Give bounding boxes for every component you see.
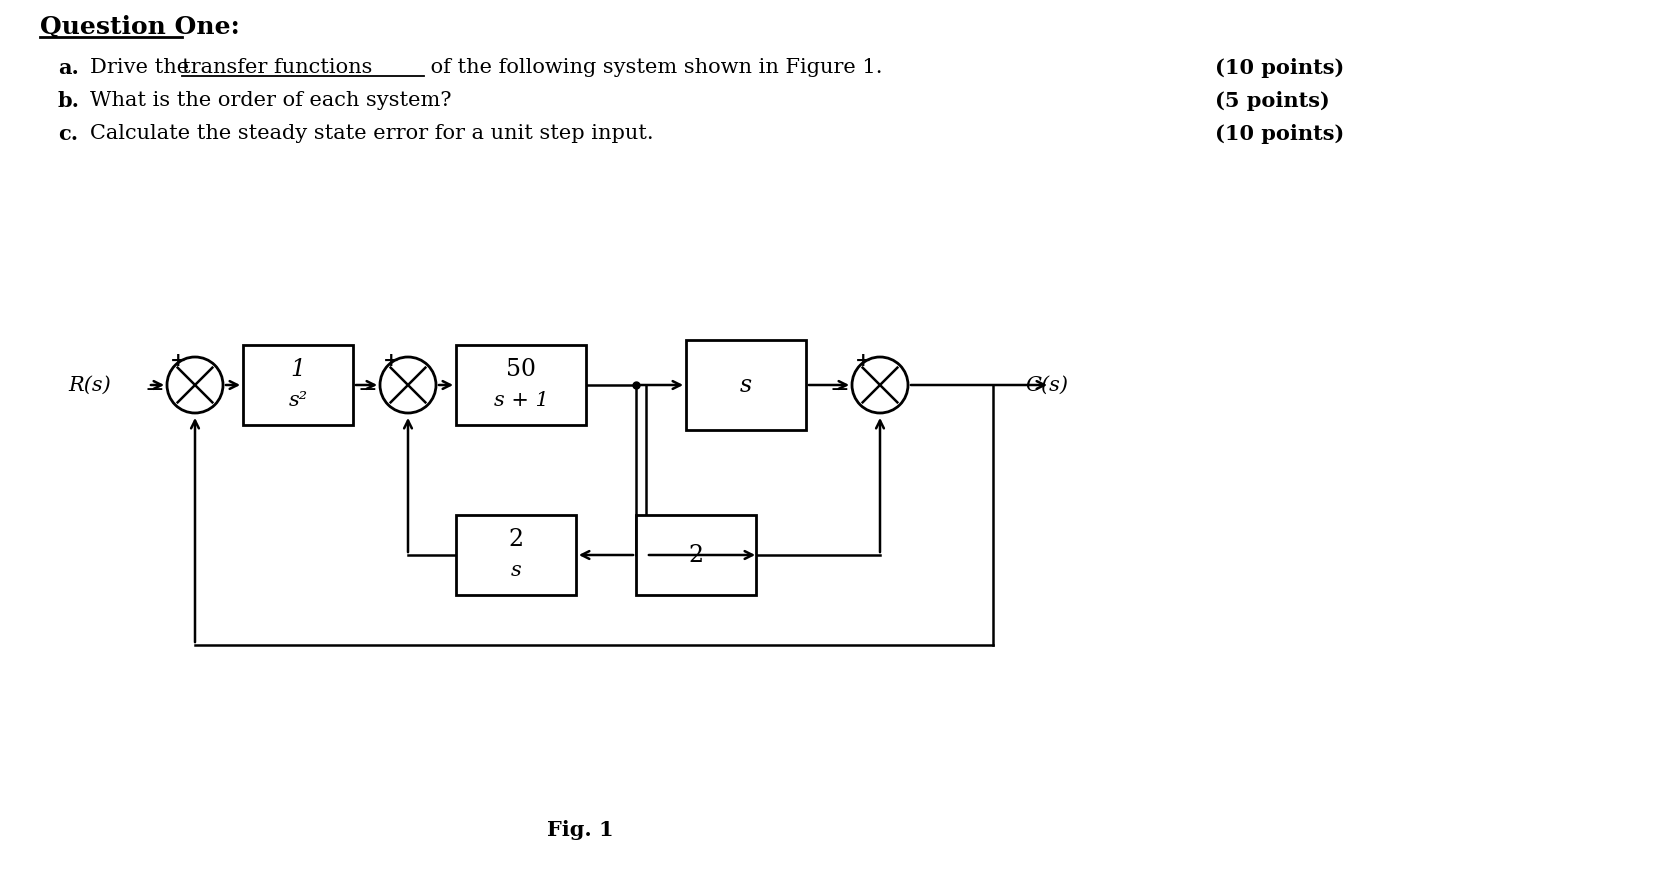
Text: +: +: [170, 352, 187, 370]
Bar: [457, 515, 577, 595]
Text: −: −: [828, 378, 849, 401]
Text: Fig. 1: Fig. 1: [547, 820, 613, 840]
Text: R(s): R(s): [68, 376, 110, 394]
Text: (10 points): (10 points): [1215, 124, 1344, 144]
Circle shape: [380, 357, 437, 413]
Text: C(s): C(s): [1025, 376, 1069, 394]
Text: 50: 50: [507, 358, 537, 381]
Text: +: +: [855, 352, 872, 370]
Text: 1: 1: [290, 358, 305, 381]
Circle shape: [852, 357, 909, 413]
Text: +: +: [383, 352, 400, 370]
Text: 2: 2: [688, 544, 703, 566]
Text: (5 points): (5 points): [1215, 91, 1330, 111]
Text: s: s: [740, 373, 752, 397]
Circle shape: [167, 357, 223, 413]
Text: s + 1: s + 1: [493, 391, 548, 410]
Text: c.: c.: [58, 124, 78, 144]
Bar: [243, 345, 353, 425]
Text: a.: a.: [58, 58, 78, 78]
Text: 2: 2: [508, 528, 523, 551]
Text: (10 points): (10 points): [1215, 58, 1344, 78]
Text: of the following system shown in Figure 1.: of the following system shown in Figure …: [423, 58, 882, 77]
Text: −: −: [357, 378, 377, 401]
Text: What is the order of each system?: What is the order of each system?: [90, 91, 452, 110]
Bar: [687, 340, 807, 430]
Text: s²: s²: [288, 391, 308, 410]
Text: transfer functions: transfer functions: [182, 58, 372, 77]
Text: Drive the: Drive the: [90, 58, 195, 77]
Bar: [457, 345, 587, 425]
Text: b.: b.: [58, 91, 80, 111]
Text: Calculate the steady state error for a unit step input.: Calculate the steady state error for a u…: [90, 124, 653, 143]
Text: −: −: [145, 378, 163, 401]
Text: s: s: [510, 561, 522, 580]
Text: Question One:: Question One:: [40, 15, 240, 39]
Bar: [637, 515, 757, 595]
